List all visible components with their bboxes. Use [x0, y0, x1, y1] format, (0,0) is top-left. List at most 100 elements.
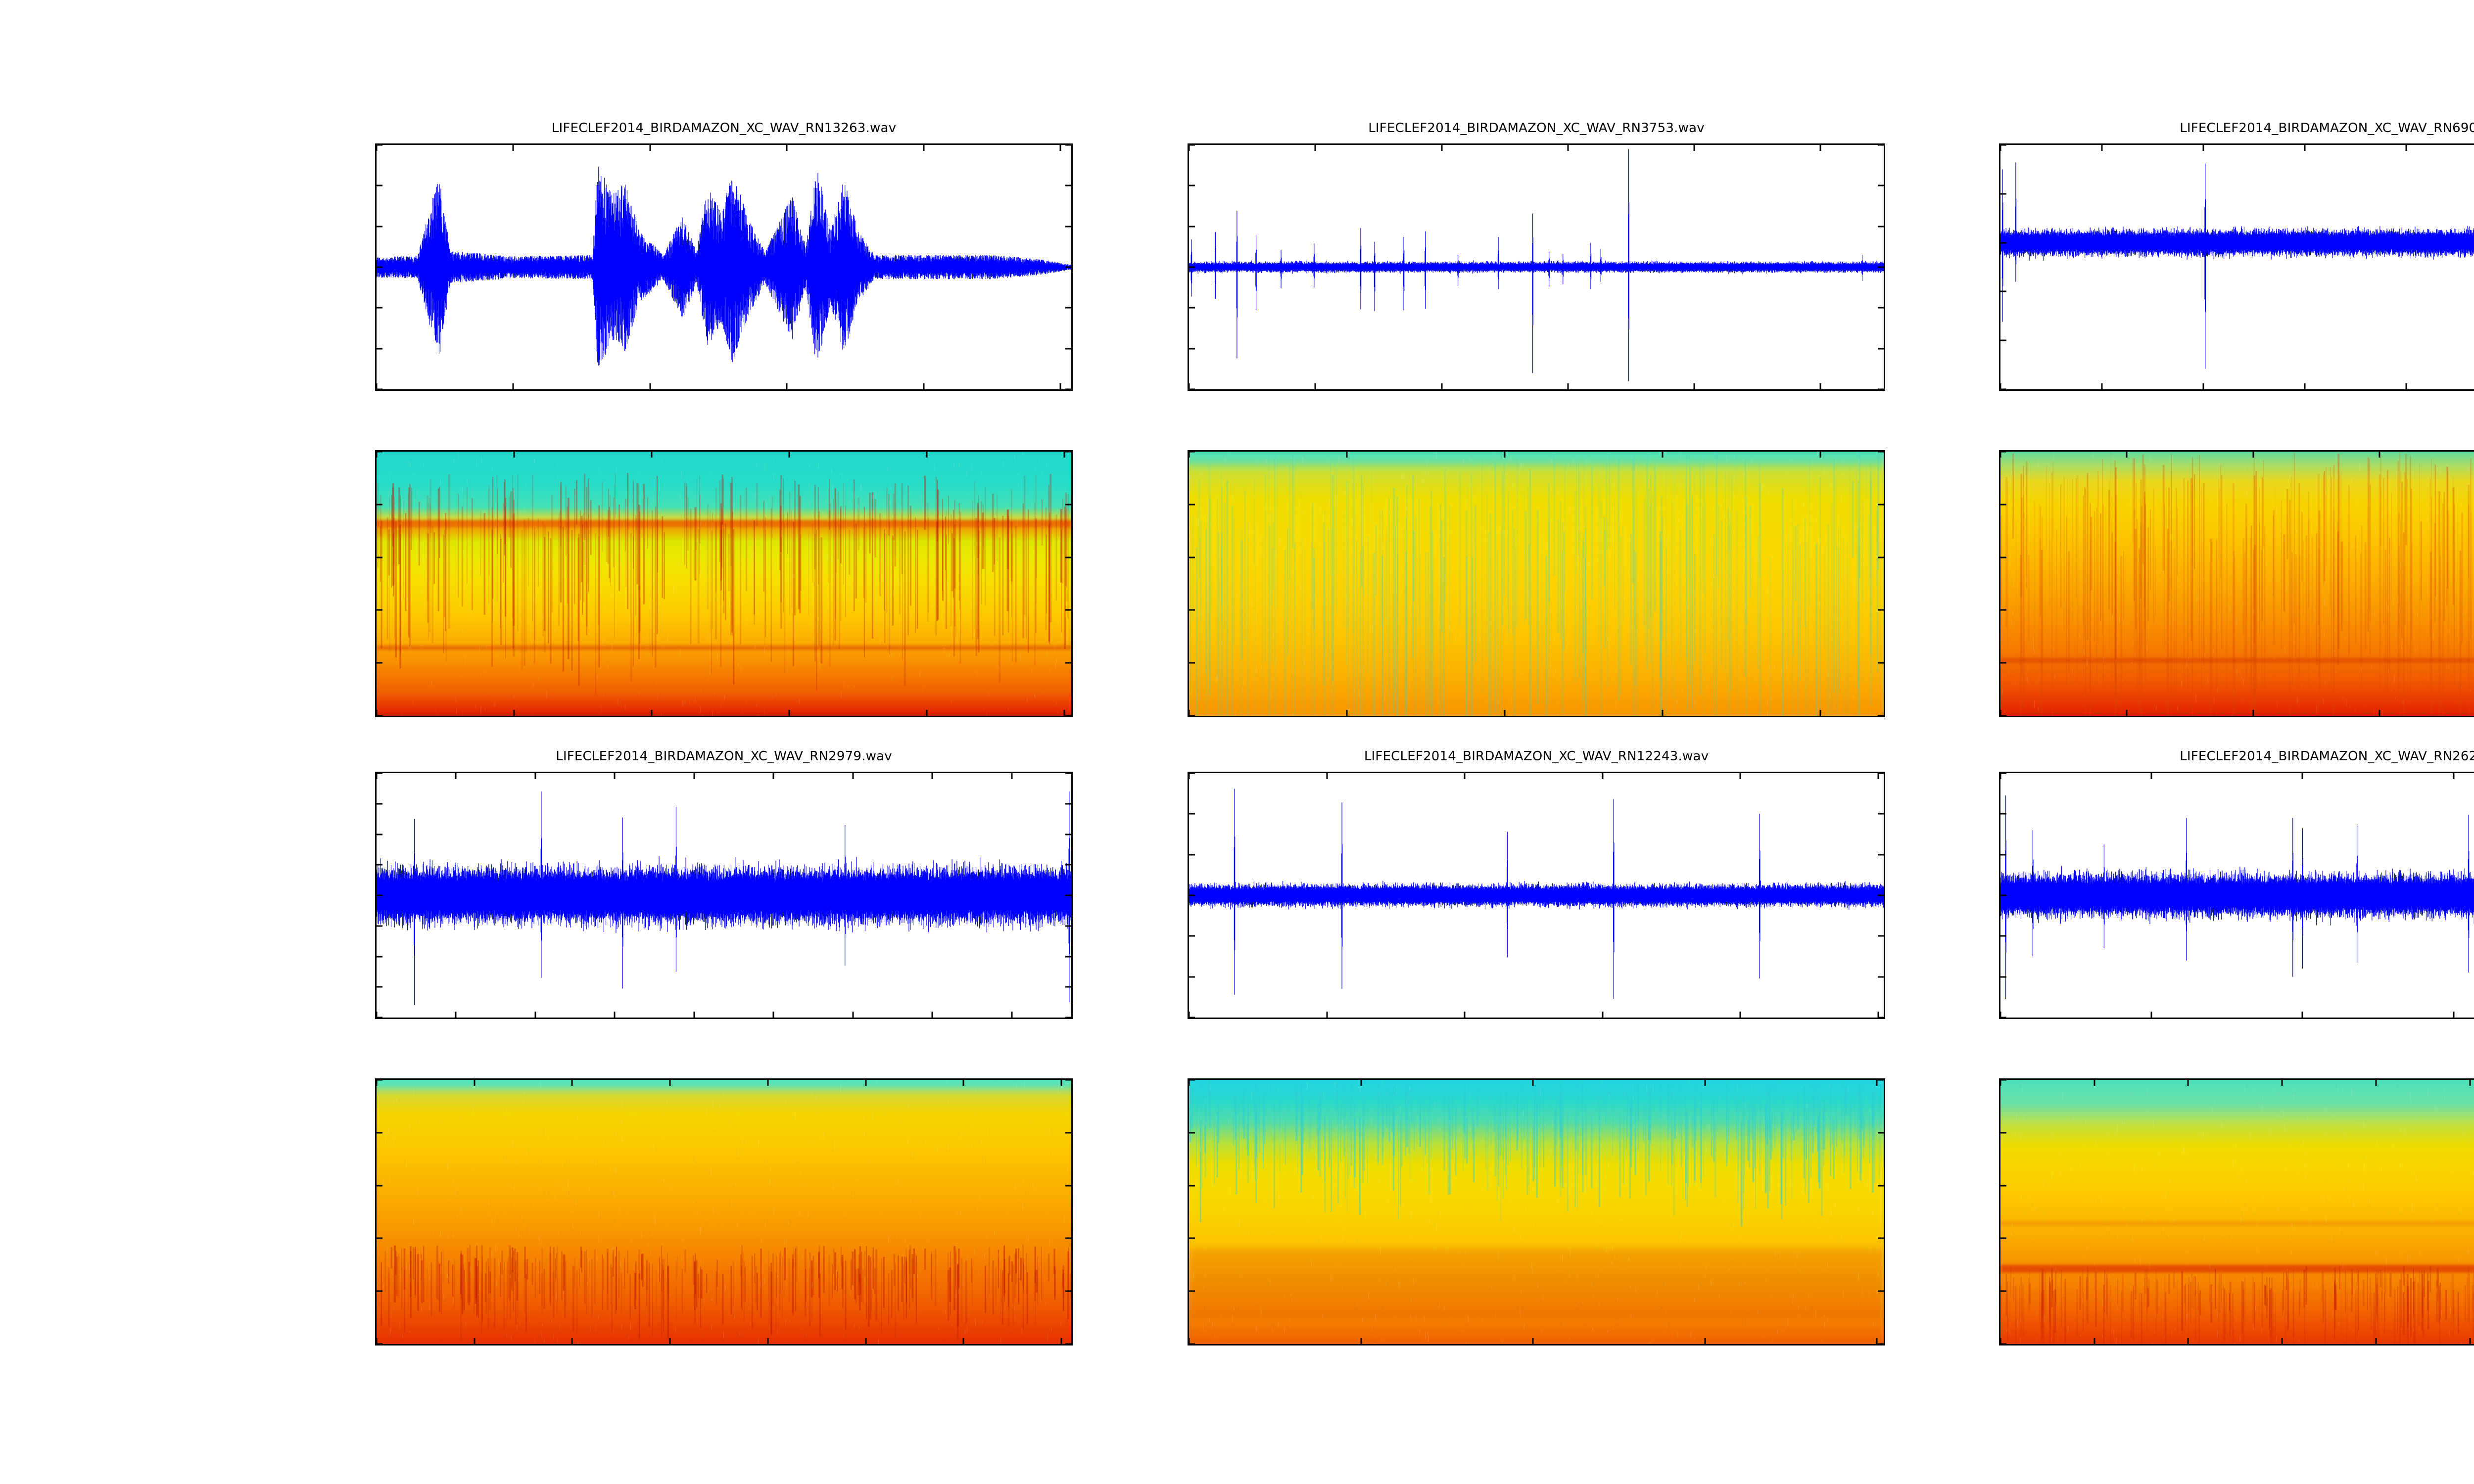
- x-tick-mark: [455, 1012, 457, 1018]
- spectrogram-axes: 0.00.20.40.60.81.00200004000060000800001…: [375, 450, 1073, 717]
- y-tick-mark-right: [1878, 226, 1884, 228]
- y-tick-mark: [1189, 1343, 1195, 1344]
- y-tick-mark: [377, 504, 382, 506]
- x-tick-mark-top: [1060, 1080, 1062, 1086]
- y-tick-mark-right: [1878, 1132, 1884, 1134]
- x-tick-mark: [931, 1012, 933, 1018]
- x-tick-label: 200000: [1418, 389, 1465, 391]
- spectrogram-axes: 0.00.20.40.60.81.00500001000001500002000…: [1188, 1078, 1885, 1345]
- x-tick-mark-top: [614, 773, 616, 779]
- y-tick-mark: [377, 803, 382, 805]
- x-tick-mark-top: [2252, 452, 2254, 458]
- y-tick-mark-right: [1065, 773, 1071, 774]
- y-tick-mark-right: [1065, 956, 1071, 957]
- y-tick-mark: [377, 773, 382, 774]
- x-tick-mark-top: [1602, 773, 1604, 779]
- y-tick-mark: [2000, 242, 2006, 244]
- y-tick-mark-right: [1878, 348, 1884, 350]
- x-tick-mark-top: [2000, 452, 2001, 458]
- x-tick-label: 20000: [2184, 389, 2223, 391]
- x-tick-mark: [2000, 1338, 2001, 1344]
- y-tick-mark-right: [1878, 935, 1884, 937]
- waveform-trace: [377, 773, 1071, 1018]
- x-tick-mark-top: [512, 145, 514, 151]
- x-tick-label: 40000: [1721, 1018, 1760, 1019]
- x-tick-mark: [1314, 383, 1316, 389]
- waveform-trace: [2000, 773, 2474, 1018]
- x-tick-label: 0: [375, 1344, 381, 1345]
- y-tick-mark-right: [1878, 307, 1884, 309]
- x-tick-label: 15000: [767, 389, 807, 391]
- waveform-axes: −15000−10000−500005000100001500001000020…: [1188, 772, 1885, 1019]
- x-tick-mark: [2202, 383, 2204, 389]
- y-tick-mark-right: [1065, 1237, 1071, 1239]
- y-tick-mark-right: [1878, 145, 1884, 146]
- x-tick-mark-top: [1739, 773, 1741, 779]
- waveform-trace: [1189, 773, 1884, 1018]
- x-tick-label: 0: [375, 1018, 381, 1019]
- x-tick-mark-top: [2202, 145, 2204, 151]
- x-tick-mark-top: [1326, 773, 1328, 779]
- x-tick-mark-top: [1876, 1080, 1878, 1086]
- x-tick-label: 50000: [1341, 1344, 1381, 1345]
- x-tick-mark: [962, 1338, 964, 1344]
- spectrogram-panel-r2c1: 0.00.20.40.60.81.00200004000060000800001…: [375, 450, 1073, 717]
- x-tick-mark: [2379, 710, 2380, 716]
- y-tick-mark: [2000, 145, 2006, 146]
- y-tick-mark: [377, 864, 382, 866]
- y-tick-mark: [2000, 1080, 2006, 1081]
- y-tick-mark: [377, 925, 382, 927]
- x-tick-mark-top: [377, 145, 378, 151]
- x-tick-mark-top: [1189, 145, 1190, 151]
- x-tick-label: 60000: [595, 1018, 635, 1019]
- y-tick-mark-right: [1878, 609, 1884, 611]
- waveform-panel-r3c1: LIFECLEF2014_BIRDAMAZON_XC_WAV_RN2979.wa…: [375, 749, 1073, 1019]
- x-tick-mark-top: [1532, 1080, 1534, 1086]
- y-tick-mark-right: [1878, 1080, 1884, 1081]
- y-tick-mark-right: [1065, 662, 1071, 664]
- spectrogram-image: [2000, 452, 2474, 716]
- x-tick-mark: [2469, 1338, 2471, 1344]
- spectrogram-axes: 0.00.20.40.60.81.00500001000001500002000…: [1999, 450, 2474, 717]
- y-tick-mark-right: [1065, 185, 1071, 186]
- x-tick-label: 30000: [1583, 1018, 1622, 1019]
- y-tick-mark: [2000, 1237, 2006, 1239]
- x-tick-mark-top: [1567, 145, 1569, 151]
- x-tick-mark: [2453, 1012, 2455, 1018]
- y-tick-mark: [2000, 1132, 2006, 1134]
- waveform-axes: −15000−10000−500005000100001500001000002…: [1188, 143, 1885, 391]
- y-tick-mark: [2000, 773, 2006, 774]
- y-tick-mark: [1189, 773, 1195, 774]
- x-tick-mark-top: [2126, 452, 2128, 458]
- x-tick-mark: [1346, 710, 1348, 716]
- x-tick-mark: [377, 1338, 378, 1344]
- x-tick-mark: [512, 383, 514, 389]
- y-tick-mark-right: [1065, 266, 1071, 268]
- x-tick-mark-top: [649, 145, 651, 151]
- x-tick-mark: [1876, 1338, 1878, 1344]
- x-tick-label: 300000: [647, 1344, 694, 1345]
- spectrogram-panel-r2c3: 0.00.20.40.60.81.00500001000001500002000…: [1999, 450, 2474, 717]
- y-tick-mark: [377, 452, 382, 453]
- y-tick-mark-right: [1065, 1290, 1071, 1292]
- x-tick-mark: [926, 710, 928, 716]
- x-tick-mark: [1011, 1012, 1013, 1018]
- y-tick-mark: [2000, 715, 2006, 716]
- x-tick-mark: [474, 1338, 476, 1344]
- y-tick-mark: [1189, 1132, 1195, 1134]
- x-tick-mark: [1662, 710, 1664, 716]
- x-tick-mark-top: [2000, 1080, 2001, 1086]
- x-tick-mark: [377, 383, 378, 389]
- y-tick-mark-right: [1065, 504, 1071, 506]
- y-tick-mark-right: [1065, 834, 1071, 835]
- x-tick-mark-top: [474, 1080, 476, 1086]
- waveform-panel-r1c1: LIFECLEF2014_BIRDAMAZON_XC_WAV_RN13263.w…: [375, 121, 1073, 391]
- x-tick-label: 0: [1999, 389, 2004, 391]
- x-tick-label: 100000: [750, 1018, 797, 1019]
- waveform-trace: [2000, 145, 2474, 389]
- x-tick-label: 30000: [2285, 389, 2325, 391]
- x-tick-mark: [772, 1012, 774, 1018]
- x-tick-mark-top: [1059, 145, 1061, 151]
- y-tick-mark: [2000, 813, 2006, 815]
